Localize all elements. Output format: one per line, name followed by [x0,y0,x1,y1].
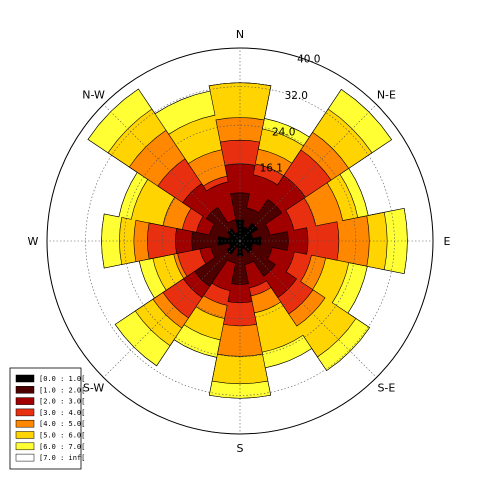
radial-tick-label: 24.0 [272,127,295,139]
legend-swatch-0 [15,374,35,383]
radial-tick-label: 40.0 [297,54,320,66]
grid-spoke-1 [239,104,377,242]
legend-swatch-1 [15,386,35,394]
direction-label-n: N [236,28,244,41]
legend-swatch-4 [15,419,35,428]
radial-tick-label: 32.0 [285,90,308,102]
wind-rose-bands [87,82,408,399]
grid-spoke-7 [103,104,241,242]
direction-label-s-e: S-E [377,381,395,394]
legend-label-1: [1.0 : 2.0[ [39,386,85,394]
polar-frame [46,47,434,435]
grid-spoke-3 [239,240,377,378]
direction-labels: N N-E E S-E S S-W W N-W [28,28,451,455]
legend-label-3: [3.0 : 4.0[ [39,409,85,417]
direction-label-s: S [237,442,244,455]
legend-label-5: [5.0 : 6.0[ [39,432,85,440]
legend-label-0: [0.0 : 1.0[ [39,375,85,383]
radial-tick-label: 16.1 [260,163,283,175]
polar-grid [47,48,433,434]
legend-label-2: [2.0 : 3.0[ [39,398,85,406]
legend-swatch-7 [15,453,35,462]
direction-label-e: E [444,235,451,248]
direction-label-w: W [28,235,39,248]
legend-swatch-6 [15,442,35,451]
legend-swatch-2 [15,397,35,405]
direction-label-s-w: S-W [83,381,105,394]
legend-label-4: [4.0 : 5.0[ [39,420,85,428]
legend: [0.0 : 1.0[ [1.0 : 2.0[ [2.0 : 3.0[ [3.0 : … [9,367,85,470]
legend-box [9,367,82,470]
band-0 [217,219,262,257]
direction-label-n-e: N-E [377,89,396,102]
grid-spoke-5 [103,240,241,378]
radial-tick-labels: 16.1 24.0 32.0 40.0 [260,54,321,175]
legend-label-7: [7.0 : inf[ [39,454,85,462]
direction-label-n-w: N-W [82,89,105,102]
legend-swatch-5 [15,431,35,439]
legend-label-6: [6.0 : 7.0[ [39,443,85,451]
legend-swatch-3 [15,408,35,417]
